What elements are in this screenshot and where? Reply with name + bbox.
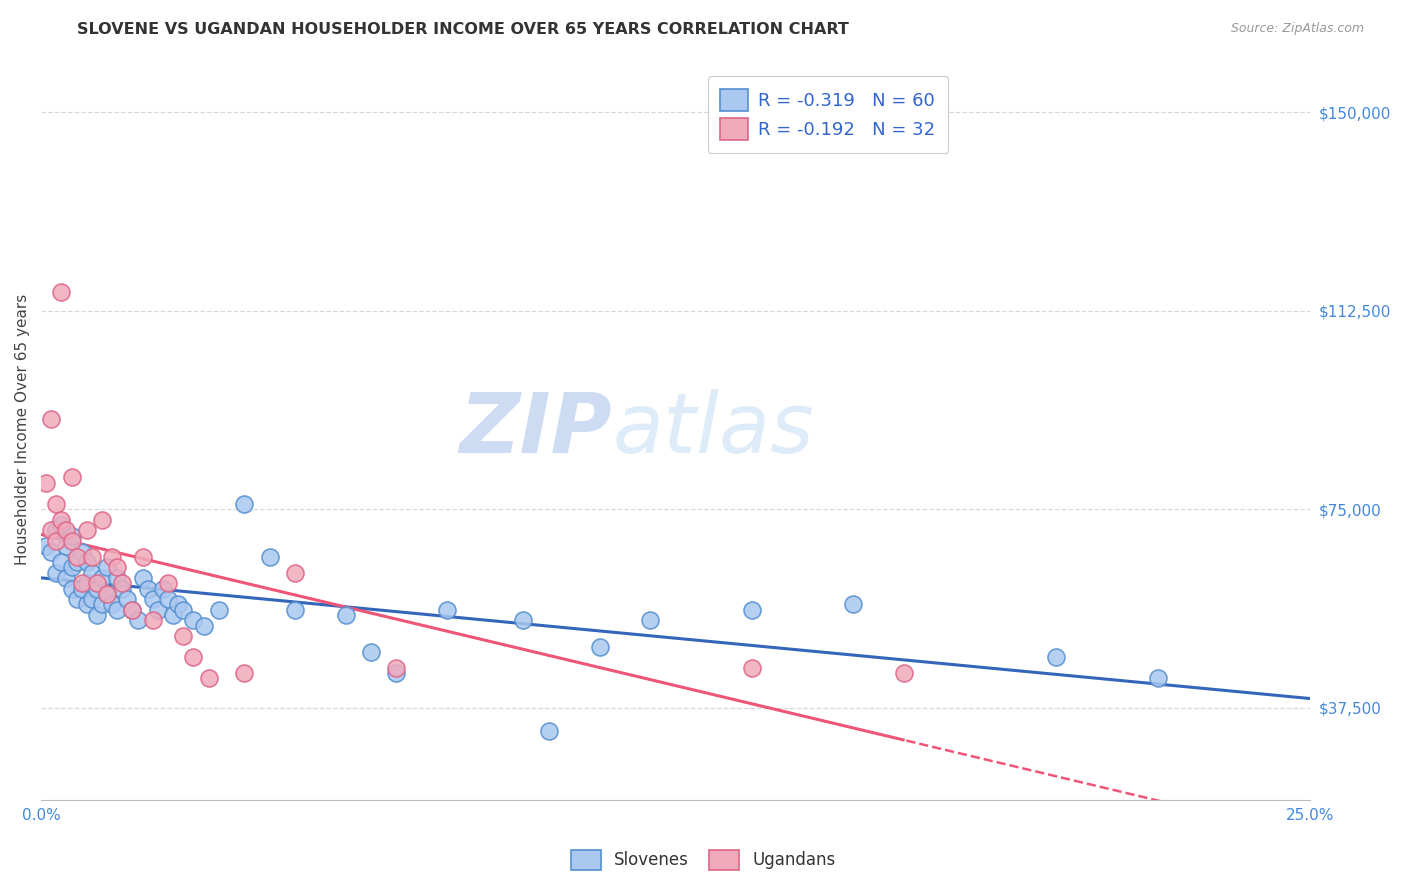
Point: [284, 566, 307, 580]
Point: [1147, 672, 1170, 686]
Point: [51, 513, 73, 527]
Point: [80, 549, 103, 564]
Point: [70, 544, 93, 558]
Point: [35, 475, 58, 490]
Point: [76, 555, 98, 569]
Point: [35, 539, 58, 553]
Point: [60, 582, 83, 596]
Point: [259, 549, 281, 564]
Point: [172, 603, 194, 617]
Point: [111, 582, 134, 596]
Point: [385, 666, 408, 681]
Point: [55, 539, 77, 553]
Point: [162, 607, 184, 622]
Point: [136, 582, 159, 596]
Point: [86, 582, 108, 596]
Point: [96, 560, 118, 574]
Point: [39, 524, 62, 538]
Point: [105, 603, 128, 617]
Point: [157, 592, 180, 607]
Point: [70, 576, 93, 591]
Point: [45, 497, 67, 511]
Point: [233, 497, 256, 511]
Point: [142, 613, 165, 627]
Point: [436, 603, 458, 617]
Point: [45, 524, 67, 538]
Text: Source: ZipAtlas.com: Source: ZipAtlas.com: [1230, 22, 1364, 36]
Text: ZIP: ZIP: [460, 390, 612, 470]
Point: [741, 603, 763, 617]
Point: [51, 285, 73, 300]
Point: [588, 640, 610, 654]
Point: [741, 661, 763, 675]
Point: [39, 544, 62, 558]
Point: [640, 613, 662, 627]
Point: [51, 555, 73, 569]
Point: [76, 576, 98, 591]
Point: [537, 724, 560, 739]
Point: [86, 607, 108, 622]
Point: [45, 566, 67, 580]
Point: [117, 592, 139, 607]
Point: [101, 598, 124, 612]
Point: [55, 524, 77, 538]
Point: [80, 592, 103, 607]
Point: [146, 603, 169, 617]
Legend: Slovenes, Ugandans: Slovenes, Ugandans: [564, 843, 842, 877]
Point: [197, 672, 219, 686]
Point: [157, 576, 180, 591]
Point: [96, 587, 118, 601]
Point: [80, 566, 103, 580]
Point: [91, 571, 114, 585]
Text: atlas: atlas: [612, 390, 814, 470]
Point: [105, 571, 128, 585]
Point: [208, 603, 231, 617]
Point: [91, 598, 114, 612]
Point: [76, 524, 98, 538]
Point: [60, 529, 83, 543]
Point: [183, 650, 205, 665]
Text: SLOVENE VS UGANDAN HOUSEHOLDER INCOME OVER 65 YEARS CORRELATION CHART: SLOVENE VS UGANDAN HOUSEHOLDER INCOME OV…: [77, 22, 849, 37]
Point: [893, 666, 915, 681]
Point: [60, 533, 83, 548]
Point: [91, 513, 114, 527]
Point: [131, 549, 153, 564]
Point: [66, 549, 89, 564]
Point: [111, 576, 134, 591]
Point: [335, 607, 357, 622]
Point: [842, 598, 865, 612]
Point: [512, 613, 534, 627]
Point: [51, 518, 73, 533]
Point: [284, 603, 307, 617]
Point: [172, 629, 194, 643]
Point: [131, 571, 153, 585]
Point: [70, 582, 93, 596]
Point: [76, 598, 98, 612]
Point: [66, 555, 89, 569]
Point: [183, 613, 205, 627]
Point: [39, 412, 62, 426]
Legend: R = -0.319   N = 60, R = -0.192   N = 32: R = -0.319 N = 60, R = -0.192 N = 32: [707, 76, 948, 153]
Point: [55, 571, 77, 585]
Point: [121, 603, 143, 617]
Point: [60, 560, 83, 574]
Point: [45, 533, 67, 548]
Point: [1045, 650, 1067, 665]
Point: [142, 592, 165, 607]
Point: [66, 592, 89, 607]
Point: [121, 603, 143, 617]
Point: [152, 582, 174, 596]
Point: [233, 666, 256, 681]
Y-axis label: Householder Income Over 65 years: Householder Income Over 65 years: [15, 294, 30, 566]
Point: [96, 587, 118, 601]
Point: [105, 560, 128, 574]
Point: [101, 549, 124, 564]
Point: [193, 618, 215, 632]
Point: [60, 470, 83, 484]
Point: [167, 598, 190, 612]
Point: [385, 661, 408, 675]
Point: [360, 645, 382, 659]
Point: [127, 613, 149, 627]
Point: [86, 576, 108, 591]
